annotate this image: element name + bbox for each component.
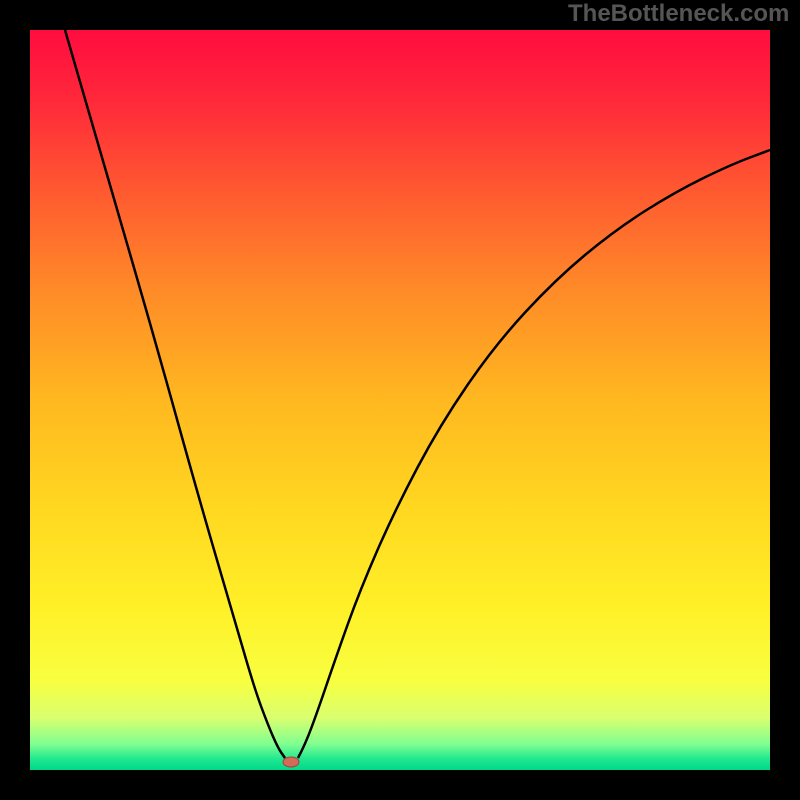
- chart-container: TheBottleneck.com: [0, 0, 800, 800]
- curve-right-branch: [298, 150, 770, 758]
- bottleneck-curve-overlay: [0, 0, 800, 800]
- curve-left-branch: [65, 30, 285, 758]
- minimum-marker: [283, 757, 299, 767]
- watermark-text: TheBottleneck.com: [568, 0, 789, 28]
